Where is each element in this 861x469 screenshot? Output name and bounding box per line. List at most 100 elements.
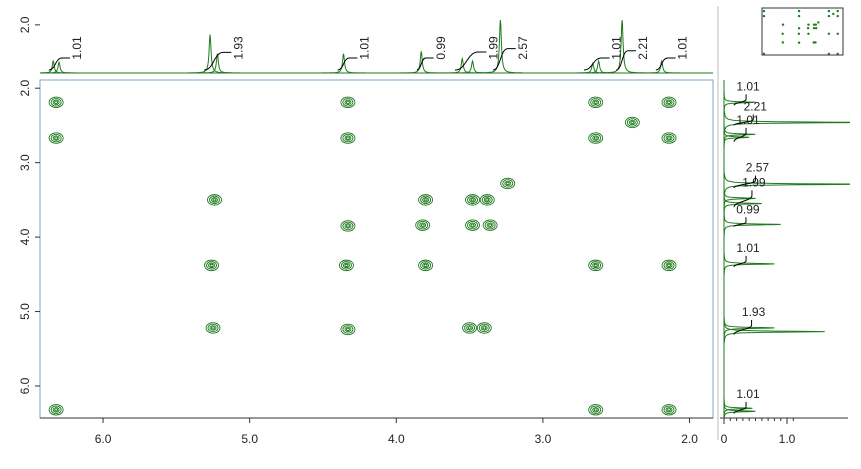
overview-dot [797,14,801,18]
x-tick-label: 6.0 [95,432,112,446]
contour [478,323,490,333]
contour [469,197,476,203]
cross-peak [588,132,604,144]
side-integral-label: 1.01 [736,113,760,127]
cross-peak [661,96,677,109]
contour [476,322,492,334]
contour [470,198,475,202]
cross-peak [588,259,604,272]
contour [52,407,60,413]
top-integral-label: 0.99 [434,36,448,60]
contour [420,261,432,270]
contour [469,222,476,228]
overview-dot [812,26,816,30]
contour [54,408,59,412]
contour [479,194,495,206]
contour [340,132,356,144]
contour [667,136,671,140]
side-integral [733,94,747,106]
overview-dot [836,52,839,56]
overview-dot [836,9,839,13]
overview-dot [836,14,839,18]
contour [462,322,478,334]
overview-dot [827,52,831,56]
cross-peak [661,132,677,144]
contour [345,224,350,228]
cross-peak [205,322,221,334]
contour [624,116,640,129]
side-peak [723,213,781,236]
contour [484,220,496,230]
contour [466,325,474,331]
overview-dot [832,12,835,16]
contour [593,263,598,267]
overview-dot [814,23,818,26]
cross-peak [661,404,677,416]
overview-dot [797,27,801,30]
contour [344,135,352,141]
contour [340,96,356,109]
contour [209,195,220,205]
top-peak [576,59,621,74]
cross-peak [465,219,480,231]
side-integral [733,114,754,126]
cross-peak [476,322,492,334]
contour [592,262,600,269]
contour [464,323,476,333]
contour [590,98,602,107]
side-integral-label: 2.21 [744,100,768,114]
contour [50,133,62,143]
overview-dot [806,26,810,30]
contour [342,325,354,334]
contour [211,326,215,330]
contour [415,219,431,231]
contour [665,407,673,413]
top-integral [204,51,232,71]
cross-peak [204,259,219,272]
cross-peak [415,219,431,231]
contour [588,404,604,416]
cross-peak [418,259,434,272]
contour [207,323,219,333]
overview-dot [827,9,831,13]
contour [340,261,352,270]
contour [482,219,498,231]
contour [470,223,475,227]
top-integral [416,57,434,71]
contour [500,177,516,190]
contour [342,133,354,143]
contour [338,259,354,272]
side-integral [733,127,747,142]
contour [422,197,430,203]
contour [54,136,59,140]
top-integral [492,48,516,71]
overview-dot [797,41,801,44]
top-integral-label: 2.57 [516,36,530,60]
contour [661,132,677,144]
side-integral-label: 2.57 [746,161,770,175]
contour [206,261,217,270]
contour [504,180,512,187]
cross-peak [48,96,64,109]
top-integral-label: 1.01 [70,36,84,60]
contour [212,198,217,202]
y-tick-label: 2.0 [18,80,32,97]
top-integral [454,51,487,71]
contour [593,408,598,412]
contour [665,262,673,269]
contour [667,263,671,267]
contour [205,322,221,334]
contour [48,96,64,109]
side-peak [723,126,750,149]
contour [467,220,478,230]
overview-dot [781,32,784,35]
contour [50,98,62,107]
overview-dot [827,32,831,35]
contour [345,136,350,140]
contour [630,120,635,125]
cross-peak [340,323,356,336]
contour [663,133,675,143]
contour [592,135,600,141]
cross-peak [340,132,356,144]
